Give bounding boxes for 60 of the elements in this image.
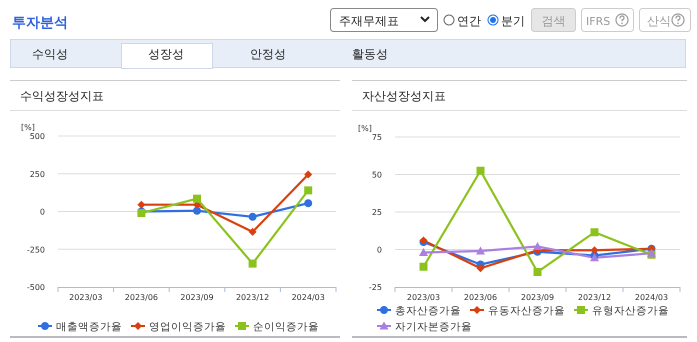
point [590,246,598,254]
y-tick-label: 250 [30,170,45,179]
point [420,262,428,271]
text: 활동성 [352,47,388,61]
y-axis-title: [%] [358,124,372,133]
point [476,264,484,272]
point [193,194,201,203]
point [248,212,257,221]
y-tick-label: -250 [26,245,45,254]
chart-title: 자산성장성지표 [362,89,446,103]
point [193,206,201,215]
x-tick-label: 2023/12 [578,293,612,302]
x-tick-label: 2023/09 [520,293,554,302]
text: 분기 [501,14,525,28]
legend-label: 자기자본증가율 [395,321,472,333]
x-tick-label: 2023/12 [236,293,270,302]
point [248,260,257,268]
x-tick-label: 2023/03 [69,293,102,302]
y-axis-title: [%] [21,123,35,132]
y-tick-label: 75 [372,133,382,142]
point [304,170,312,179]
text: 투자분석 [12,15,68,31]
text: 검색 [542,14,566,28]
point [419,248,428,256]
text: 주재무제표 [339,14,399,28]
text: 수익성 [32,47,68,61]
x-tick-label: 2023/09 [180,293,214,302]
point [248,228,257,236]
legend-label: 순이익증가율 [253,321,319,333]
y-tick-label: 0 [40,208,45,216]
legend-label: 매출액증가율 [56,321,122,333]
text: IFRS [586,15,610,28]
text: 안정성 [250,47,286,61]
x-tick-label: 2023/03 [406,293,440,302]
point [534,268,542,276]
x-tick-label: 2024/03 [292,293,325,302]
point [533,242,542,250]
point [476,246,485,254]
legend-label: 총자산증가율 [395,305,461,317]
y-tick-label: 25 [372,208,382,217]
y-tick-label: -500 [26,283,45,292]
legend-label: 영업이익증가율 [149,321,226,333]
point [304,199,312,208]
y-tick-label: -25 [368,283,382,292]
text: 성장성 [148,47,184,61]
point [476,166,484,175]
legend-label: 유형자산증가율 [592,305,669,317]
legend-label: 유동자산증가율 [488,305,565,317]
y-tick-label: 0 [376,246,382,254]
x-tick-label: 2023/06 [124,293,158,302]
point [590,228,598,236]
point [304,186,312,194]
x-tick-label: 2024/03 [634,293,668,302]
point [137,200,146,209]
chart-title: 수익성장성지표 [20,89,104,103]
y-tick-label: 500 [30,132,45,141]
text: 산식 [647,14,671,28]
text: 연간 [457,14,481,28]
y-tick-label: 50 [372,170,382,180]
x-tick-label: 2023/06 [464,293,498,302]
